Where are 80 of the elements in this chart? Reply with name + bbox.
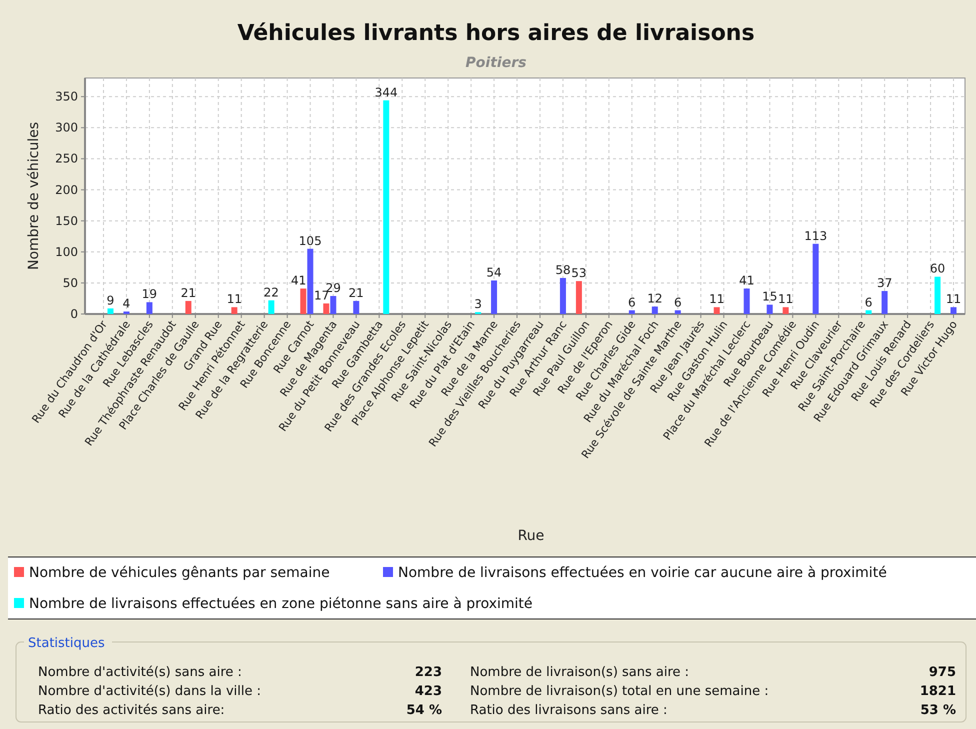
y-tick-label: 300 <box>55 120 78 135</box>
text: Nombre de livraison(s) sans aire : <box>470 665 690 680</box>
bar <box>323 303 330 314</box>
text: Nombre de livraison(s) total en une semaine : <box>470 684 769 699</box>
legend-label: Nombre de livraisons effectuées en voirie car aucune aire à proximité <box>398 565 887 581</box>
y-tick-label: 150 <box>55 214 78 228</box>
bar <box>307 248 314 314</box>
y-axis-title: Nombre de véhicules <box>26 122 42 270</box>
bar <box>812 244 819 314</box>
data-label: 12 <box>647 292 662 306</box>
bar <box>268 300 274 314</box>
bar <box>882 291 888 314</box>
bar <box>576 281 582 314</box>
text: Statistiques <box>28 636 105 651</box>
x-axis-title: Rue <box>518 528 544 544</box>
data-label: 60 <box>930 262 946 276</box>
data-label: 21 <box>180 286 196 300</box>
data-label: 41 <box>290 274 306 288</box>
legend-label: Nombre de véhicules gênants par semaine <box>29 565 330 581</box>
legend-label: Nombre de livraisons effectuées en zone piétonne sans aire à proximité <box>29 596 533 612</box>
data-label: 41 <box>739 274 754 288</box>
data-label: 21 <box>348 286 364 300</box>
bar <box>934 276 941 314</box>
bar <box>652 306 658 314</box>
data-label: 3 <box>474 297 482 312</box>
bar <box>560 278 566 314</box>
data-label: 4 <box>122 296 130 311</box>
y-tick-label: 50 <box>62 276 78 290</box>
data-label: 6 <box>864 295 872 310</box>
bar <box>950 307 957 314</box>
data-label: 19 <box>142 287 158 302</box>
bar <box>185 300 192 314</box>
bar <box>107 308 114 314</box>
y-tick-label: 200 <box>55 182 78 197</box>
bar <box>744 288 750 314</box>
bar <box>714 307 720 314</box>
text: 223 <box>414 665 442 680</box>
text: Ratio des livraisons sans aire : <box>470 703 668 718</box>
text: Nombre d'activité(s) dans la ville : <box>38 684 261 699</box>
bar <box>628 310 635 314</box>
text: 1821 <box>920 684 956 699</box>
bar <box>491 280 498 314</box>
y-tick-label: 100 <box>55 244 78 259</box>
data-label: 58 <box>555 262 571 277</box>
data-label: 11 <box>778 292 794 306</box>
data-label: 11 <box>946 292 962 306</box>
data-label: 15 <box>762 290 778 304</box>
chart-title: Véhicules livrants hors aires de livraisons <box>237 21 755 46</box>
bar <box>231 307 238 314</box>
text: Nombre d'activité(s) sans aire : <box>38 665 242 680</box>
data-label: 37 <box>876 276 892 290</box>
bar <box>146 302 152 314</box>
text: 423 <box>414 684 442 699</box>
data-label: 11 <box>709 292 724 306</box>
bar <box>766 304 773 314</box>
chart-subtitle: Poitiers <box>466 55 526 71</box>
data-label: 105 <box>298 234 322 248</box>
data-label: 54 <box>486 265 502 280</box>
text: Ratio des activités sans aire: <box>38 703 225 718</box>
bar <box>866 310 872 314</box>
data-label: 22 <box>264 285 279 300</box>
data-label: 11 <box>226 292 242 306</box>
data-label: 344 <box>374 85 398 100</box>
bar <box>383 100 390 314</box>
bar <box>330 296 336 314</box>
bar <box>674 310 681 314</box>
text: 54 % <box>406 703 442 718</box>
data-label: 53 <box>571 266 587 280</box>
text: 975 <box>928 665 956 680</box>
text: 53 % <box>920 703 956 718</box>
data-label: 6 <box>628 295 636 310</box>
bar <box>782 307 789 314</box>
y-tick-label: 250 <box>55 152 78 166</box>
y-tick-label: 350 <box>55 90 78 104</box>
bar <box>353 300 360 314</box>
data-label: 6 <box>674 295 682 310</box>
bar <box>300 288 306 314</box>
data-label: 113 <box>804 228 828 243</box>
data-label: 9 <box>106 293 114 308</box>
y-tick-label: 0 <box>70 307 78 321</box>
